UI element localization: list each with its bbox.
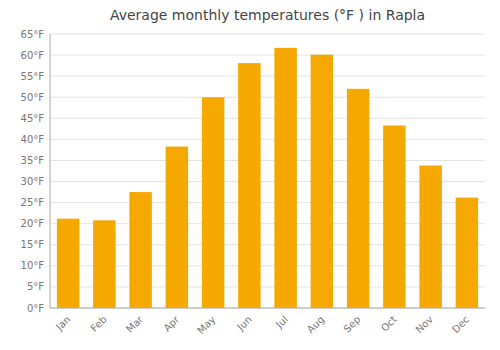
grid-line	[50, 139, 485, 140]
y-tick-label: 25°F	[21, 197, 45, 208]
bar	[93, 220, 115, 308]
bar	[419, 166, 441, 308]
y-tick-label: 55°F	[21, 71, 45, 82]
x-tick-label: Jan	[53, 314, 72, 333]
grid-line	[50, 97, 485, 98]
y-axis-line	[50, 34, 51, 308]
y-tick-label: 10°F	[21, 260, 45, 271]
y-tick-label: 35°F	[21, 155, 45, 166]
x-tick-label: Sep	[341, 314, 362, 335]
x-tick-label: Oct	[379, 314, 399, 334]
y-tick-label: 50°F	[21, 92, 45, 103]
x-tick-label: Aug	[305, 314, 327, 336]
x-tick-label: Mar	[124, 313, 146, 335]
y-tick-label: 20°F	[21, 218, 45, 229]
x-axis: Jan Feb Mar Apr May Jun Jul Aug Sep Oct Nov Dec	[53, 313, 471, 336]
x-axis-line	[50, 308, 485, 309]
title: Average monthly temperatures (°F ) in Ra…	[110, 7, 425, 23]
y-tick-label: 30°F	[21, 176, 45, 187]
grid-line	[50, 160, 485, 161]
x-tick-label: Jun	[234, 314, 254, 334]
bar	[238, 63, 260, 308]
grid-line	[50, 55, 485, 56]
y-tick-label: 15°F	[21, 239, 45, 250]
y-axis: 0°F 5°F 10°F 15°F 20°F 25°F 30°F 35°F 40°F 45°F 50…	[21, 29, 485, 314]
x-tick-label: Nov	[413, 314, 435, 336]
y-tick-label: 5°F	[27, 281, 44, 292]
bars	[57, 48, 478, 308]
y-tick-label: 40°F	[21, 134, 45, 145]
bar	[456, 198, 478, 308]
bar	[166, 147, 188, 308]
grid-line	[50, 308, 485, 309]
y-tick-label: 60°F	[21, 50, 45, 61]
bar	[347, 89, 369, 308]
grid-line	[50, 76, 485, 77]
bar	[311, 55, 333, 308]
grid-line	[50, 118, 485, 119]
y-tick-label: 0°F	[27, 303, 44, 314]
grid-line	[50, 34, 485, 35]
chart: Average monthly temperatures (°F ) in Ra…	[0, 0, 500, 350]
y-tick-label: 45°F	[21, 113, 45, 124]
x-tick-label: Jul	[273, 314, 290, 331]
bar	[129, 192, 151, 308]
y-tick-label: 65°F	[21, 29, 45, 40]
bar	[274, 48, 296, 308]
x-tick-label: May	[195, 314, 217, 336]
x-tick-label: Feb	[88, 314, 108, 334]
bar	[383, 125, 405, 308]
bar	[202, 97, 224, 308]
x-tick-label: Dec	[450, 314, 471, 335]
bar	[57, 219, 79, 308]
x-tick-label: Apr	[161, 313, 182, 334]
